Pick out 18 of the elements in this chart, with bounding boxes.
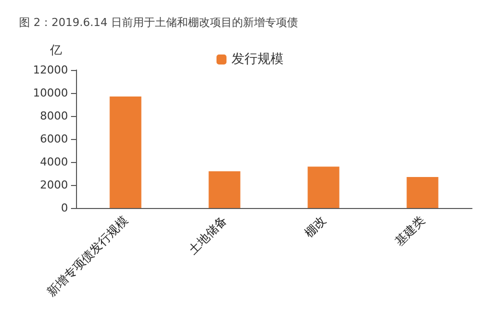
bar [110,96,142,208]
y-tick-label: 8000 [40,110,68,122]
y-tick-label: 2000 [40,178,68,192]
chart-title: 图 2：2019.6.14 日前用于土储和棚改项目的新增专项债 [19,16,298,29]
y-tick-label: 0 [61,202,68,214]
bar [208,171,240,208]
y-tick-label: 12000 [33,64,68,76]
y-tick-label: 6000 [40,132,68,146]
bar [308,166,340,208]
x-tick-label: 基建类 [392,213,428,248]
x-tick-label: 棚改 [302,213,328,240]
y-axis-title: 亿 [49,43,62,57]
x-tick-label: 土地储备 [186,213,230,257]
y-tick-label: 4000 [40,156,68,168]
x-tick-label: 新增专项债发行规模 [44,213,130,300]
y-tick-label: 10000 [33,86,68,100]
legend-label: 发行规模 [232,52,284,67]
bar [406,176,438,208]
